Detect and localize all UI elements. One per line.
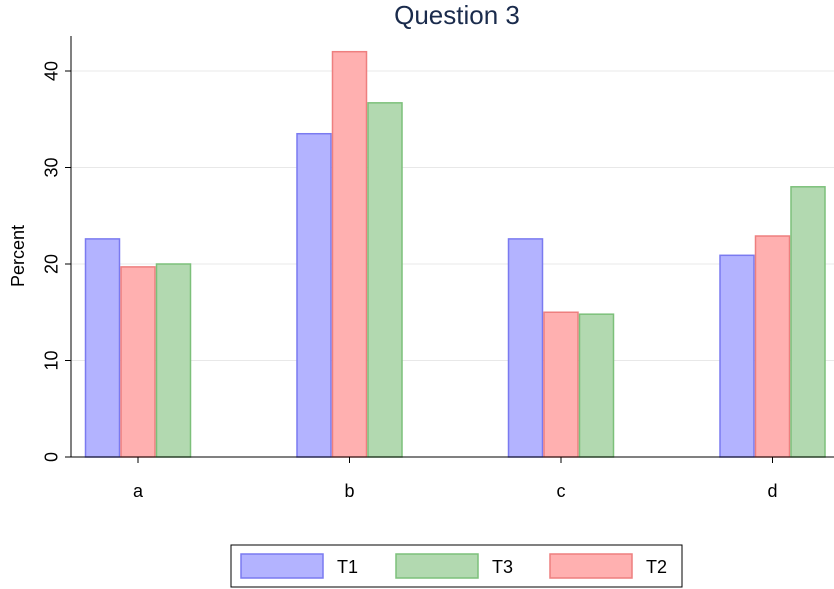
legend-label-T3: T3 bbox=[492, 557, 513, 577]
chart-title: Question 3 bbox=[394, 0, 520, 30]
y-tick-label-30: 30 bbox=[41, 157, 61, 177]
legend-swatch-T1 bbox=[240, 553, 324, 579]
bar-T1-a bbox=[84, 238, 121, 458]
bars bbox=[84, 50, 826, 458]
bar-T3-c bbox=[578, 313, 615, 458]
y-tick-label-40: 40 bbox=[41, 61, 61, 81]
bar-T3-b bbox=[367, 102, 403, 458]
bar-T1-d bbox=[719, 254, 755, 458]
gridlines bbox=[71, 70, 834, 361]
bar-T3-a bbox=[155, 263, 192, 458]
x-tick-label-d: d bbox=[767, 481, 777, 501]
axes: 0 10 20 30 40 a b c d bbox=[41, 36, 834, 501]
legend-swatch-T3 bbox=[395, 553, 479, 579]
bar-T2-d bbox=[754, 235, 791, 458]
bar-T3-d bbox=[790, 186, 826, 458]
bar-T2-a bbox=[120, 266, 156, 458]
bar-T2-c bbox=[543, 311, 579, 458]
bar-T1-b bbox=[296, 132, 332, 458]
legend-swatch-T2 bbox=[549, 553, 633, 579]
bar-T2-b bbox=[331, 50, 368, 458]
x-tick-label-a: a bbox=[133, 481, 144, 501]
y-tick-label-0: 0 bbox=[41, 452, 61, 462]
y-tick-label-10: 10 bbox=[41, 350, 61, 370]
legend-label-T1: T1 bbox=[337, 557, 358, 577]
y-tick-label-20: 20 bbox=[41, 254, 61, 274]
x-tick-label-c: c bbox=[557, 481, 566, 501]
y-axis-title: Percent bbox=[8, 225, 28, 287]
legend: T1 T3 T2 bbox=[230, 544, 683, 588]
bar-T1-c bbox=[507, 238, 544, 458]
legend-label-T2: T2 bbox=[646, 557, 667, 577]
x-tick-label-b: b bbox=[344, 481, 354, 501]
